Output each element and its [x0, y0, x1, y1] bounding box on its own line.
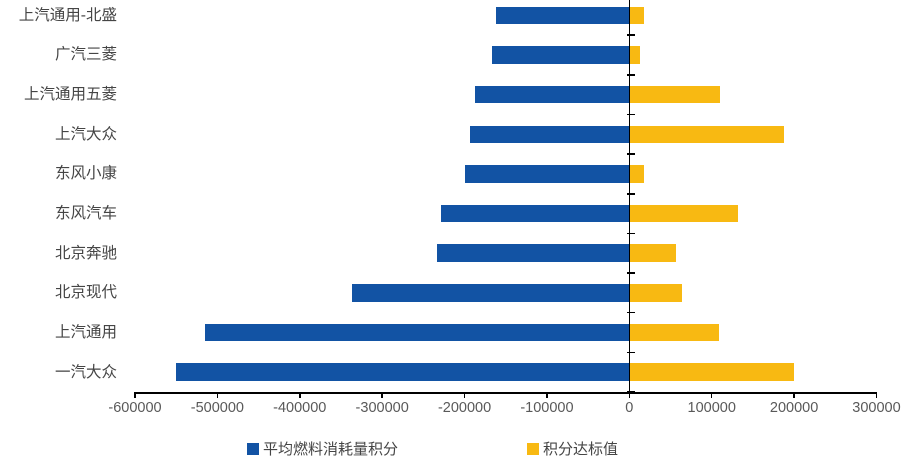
x-tick-label: 0 [625, 400, 634, 416]
legend-label: 平均燃料消耗量积分 [263, 440, 399, 458]
bar-cafc-credit [351, 284, 630, 302]
x-axis-tick [381, 392, 383, 398]
x-axis-tick [299, 392, 301, 398]
bar-credit-target [629, 85, 720, 104]
bar-credit-target [629, 125, 785, 144]
category-axis-tick [627, 153, 636, 155]
bar-credit-target [629, 244, 677, 262]
bar-cafc-credit [205, 323, 630, 342]
category-axis-tick [627, 351, 636, 354]
x-axis-tick [216, 392, 219, 398]
x-tick-label: -600000 [108, 400, 162, 416]
x-tick-label: 200000 [769, 400, 819, 416]
x-axis-tick [463, 392, 466, 398]
category-label: 东风小康 [54, 164, 117, 183]
x-axis-tick [628, 392, 631, 398]
x-tick-label: -300000 [355, 400, 409, 416]
legend-item-credit-target: 积分达标值 [527, 440, 619, 458]
legend-swatch [247, 442, 259, 455]
category-axis-tick [627, 391, 636, 393]
bar-cafc-credit [491, 46, 630, 64]
category-label: 上汽通用 [54, 323, 117, 342]
bar-credit-target [629, 323, 720, 342]
x-axis-tick [710, 392, 713, 398]
zero-axis-line [628, 0, 631, 397]
x-tick-label: -500000 [190, 400, 244, 416]
bar-credit-target [629, 284, 683, 302]
category-label: 东风汽车 [54, 204, 117, 223]
bar-cafc-credit [465, 165, 630, 183]
x-axis-line [135, 392, 877, 394]
bar-credit-target [629, 6, 645, 25]
bar-cafc-credit [470, 125, 630, 144]
legend-swatch [527, 442, 539, 455]
category-axis-tick [627, 311, 636, 314]
x-tick-label: -400000 [273, 400, 327, 416]
x-tick-label: -200000 [437, 400, 492, 416]
bar-cafc-credit [441, 204, 630, 223]
x-tick-label: 300000 [852, 400, 901, 416]
x-axis-tick [793, 392, 795, 398]
x-axis-tick [546, 392, 548, 398]
bar-credit-target [629, 46, 641, 64]
bar-cafc-credit [475, 85, 630, 104]
x-axis-tick [875, 392, 878, 398]
category-label: 北京现代 [54, 283, 117, 302]
category-axis-tick [627, 232, 636, 235]
category-label: 上汽通用-北盛 [18, 5, 117, 24]
bar-cafc-credit [495, 6, 630, 25]
category-axis-tick [627, 113, 636, 116]
legend-item-cafc-credit: 平均燃料消耗量积分 [247, 440, 399, 458]
x-tick-label: 100000 [687, 400, 736, 416]
legend-label: 积分达标值 [543, 440, 619, 458]
category-axis-tick [627, 272, 636, 274]
x-axis-tick [134, 392, 136, 398]
bar-cafc-credit [176, 363, 630, 381]
bar-cafc-credit [437, 244, 630, 262]
category-axis-tick [627, 34, 636, 36]
category-axis-tick [627, 193, 636, 195]
category-label: 北京奔驰 [54, 243, 117, 262]
bar-credit-target [629, 165, 645, 183]
category-label: 一汽大众 [54, 362, 117, 381]
category-axis-tick [627, 74, 636, 76]
category-label: 广汽三菱 [54, 45, 117, 64]
bar-credit-target [629, 363, 795, 381]
bar-credit-target [629, 204, 739, 223]
category-label: 上汽大众 [54, 124, 117, 143]
category-label: 上汽通用五菱 [23, 85, 117, 104]
x-tick-label: -100000 [520, 400, 574, 416]
